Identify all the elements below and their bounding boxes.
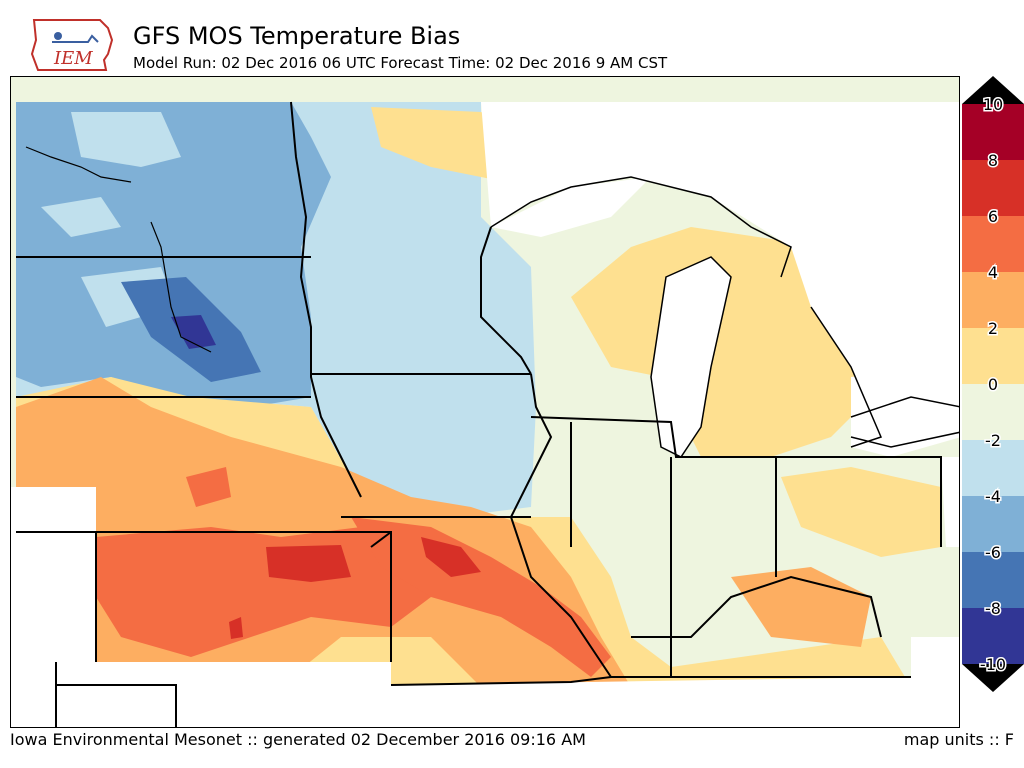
contour-minus8 xyxy=(171,315,216,349)
colorbar-label: -6 xyxy=(985,543,1001,562)
footer-units: map units :: F xyxy=(903,730,1014,749)
rivers xyxy=(25,146,212,353)
colorbar-bottom-extend xyxy=(962,664,1024,692)
colorbar-label: 6 xyxy=(988,207,998,226)
contour-plus6 xyxy=(266,545,351,582)
footer-attribution: Iowa Environmental Mesonet :: generated … xyxy=(10,730,586,749)
colorbar-label: -2 xyxy=(985,431,1001,450)
bias-map xyxy=(11,77,959,727)
masked-north xyxy=(481,102,959,437)
colorbar-swatch xyxy=(962,216,1024,272)
colorbar-swatch xyxy=(962,440,1024,496)
colorbar-label: 2 xyxy=(988,319,998,338)
colorbar: 10 8 6 4 2 0 -2 -4 -6 -8 -10 xyxy=(962,76,1024,692)
state-boundaries xyxy=(16,101,942,727)
colorbar-label: -8 xyxy=(985,599,1001,618)
masked-southwest xyxy=(11,487,96,662)
colorbar-label: 10 xyxy=(983,95,1003,114)
contour-plus4 xyxy=(96,527,431,657)
colorbar-swatch xyxy=(962,104,1024,160)
colorbar-label: -10 xyxy=(980,655,1006,674)
colorbar-swatch xyxy=(962,272,1024,328)
logo-text: IEM xyxy=(53,48,93,69)
colorbar-label: 8 xyxy=(988,151,998,170)
colorbar-swatch xyxy=(962,160,1024,216)
lake-erie xyxy=(851,367,959,457)
page-subtitle: Model Run: 02 Dec 2016 06 UTC Forecast T… xyxy=(133,54,668,72)
colorbar-label: 4 xyxy=(988,263,998,282)
lake-michigan xyxy=(651,257,731,457)
map-panel[interactable] xyxy=(10,76,960,728)
contour-minus4 xyxy=(16,102,331,407)
page-title: GFS MOS Temperature Bias xyxy=(133,22,461,50)
colorbar-top-extend xyxy=(962,76,1024,104)
iem-logo: IEM xyxy=(30,19,114,71)
colorbar-label: -4 xyxy=(985,487,1001,506)
colorbar-swatch xyxy=(962,328,1024,384)
colorbar-swatch xyxy=(962,384,1024,440)
colorbar-swatch xyxy=(962,608,1024,664)
lake-outlines xyxy=(490,176,959,458)
colorbar-swatch xyxy=(962,496,1024,552)
colorbar-label: 0 xyxy=(988,375,998,394)
colorbar-swatch xyxy=(962,552,1024,608)
